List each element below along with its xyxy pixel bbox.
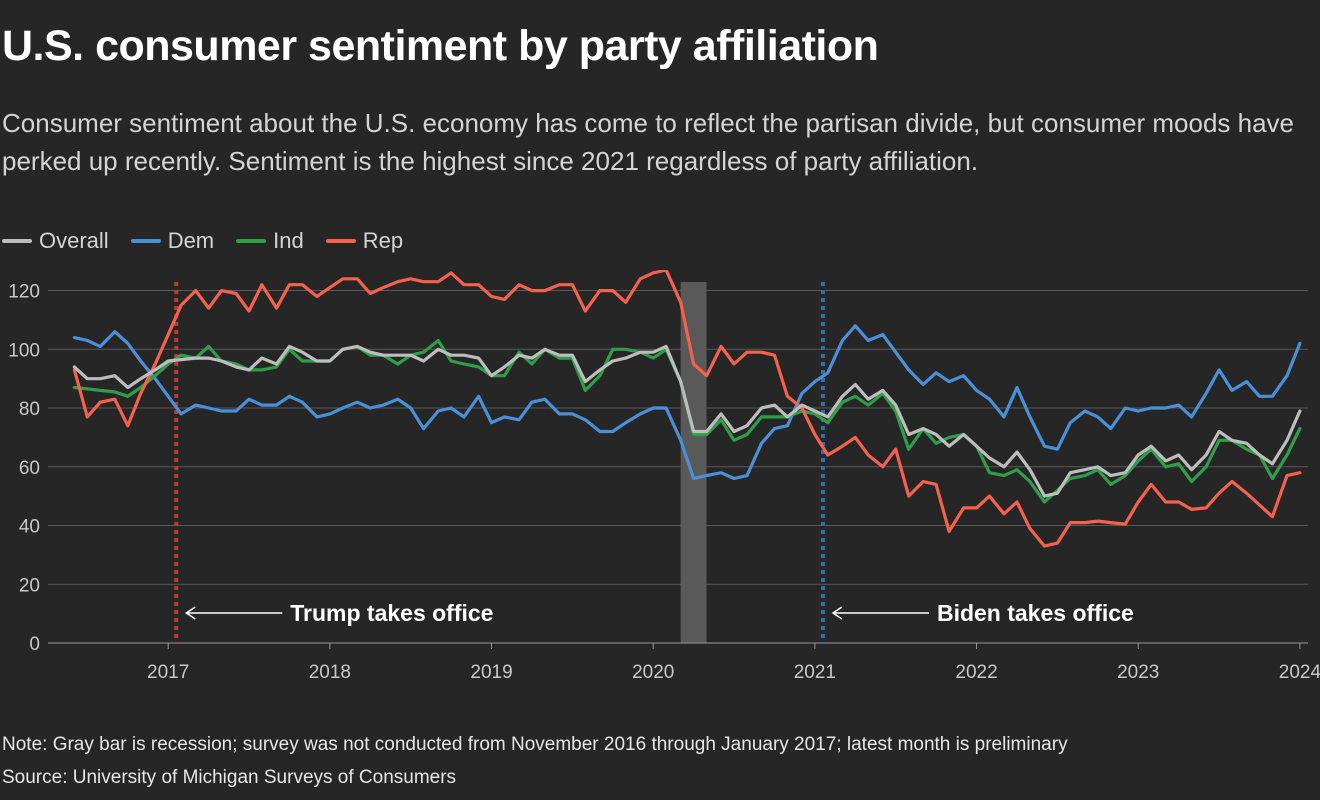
y-tick-label-40: 40 — [19, 517, 40, 538]
y-tick-label-0: 0 — [29, 634, 40, 655]
y-tick-label-20: 20 — [19, 575, 40, 596]
series-line-overall — [72, 344, 1302, 498]
x-tick-label-2020: 2020 — [632, 662, 674, 683]
legend-swatch-rep — [325, 239, 356, 243]
chart-source: Source: University of Michigan Surveys o… — [2, 767, 457, 788]
biden-arrow-head — [831, 606, 843, 620]
x-tick-label-2018: 2018 — [309, 662, 351, 683]
legend-item-dem: Dem — [130, 228, 215, 254]
chart-title: U.S. consumer sentiment by party affilia… — [2, 22, 879, 70]
x-tick-label-2024: 2024 — [1279, 662, 1320, 683]
legend: Overall Dem Ind Rep — [2, 226, 425, 256]
y-tick-label-100: 100 — [8, 340, 40, 361]
legend-swatch-dem — [130, 239, 161, 243]
x-tick-label-2023: 2023 — [1117, 662, 1159, 683]
chart-subtitle: Consumer sentiment about the U.S. econom… — [2, 108, 1295, 176]
legend-item-overall: Overall — [2, 228, 109, 254]
biden-annotation-label: Biden takes office — [937, 600, 1134, 626]
series-line-dem — [72, 324, 1302, 481]
x-tick-label-2019: 2019 — [470, 662, 512, 683]
series-line-rep — [72, 270, 1302, 548]
legend-label-overall: Overall — [39, 228, 109, 253]
trump-annotation-label: Trump takes office — [290, 600, 493, 626]
legend-item-ind: Ind — [236, 228, 304, 254]
legend-swatch-ind — [236, 239, 267, 243]
legend-label-ind: Ind — [273, 228, 304, 253]
y-tick-label-80: 80 — [19, 399, 40, 420]
y-tick-label-120: 120 — [8, 282, 40, 303]
legend-swatch-overall — [2, 239, 32, 243]
y-tick-label-60: 60 — [19, 458, 40, 479]
legend-label-dem: Dem — [167, 228, 215, 253]
trump-arrow-head — [184, 606, 196, 620]
chart-note: Note: Gray bar is recession; survey was … — [2, 734, 1068, 755]
legend-label-rep: Rep — [362, 228, 404, 253]
x-tick-label-2017: 2017 — [147, 662, 189, 683]
recession-bar — [680, 282, 707, 643]
legend-item-rep: Rep — [325, 228, 404, 254]
x-tick-label-2021: 2021 — [794, 662, 836, 683]
x-tick-label-2022: 2022 — [955, 662, 997, 683]
line-chart: 0 20 40 60 80 100 120 2017 2018 2019 2020 2021 2022 2… — [8, 270, 1320, 683]
